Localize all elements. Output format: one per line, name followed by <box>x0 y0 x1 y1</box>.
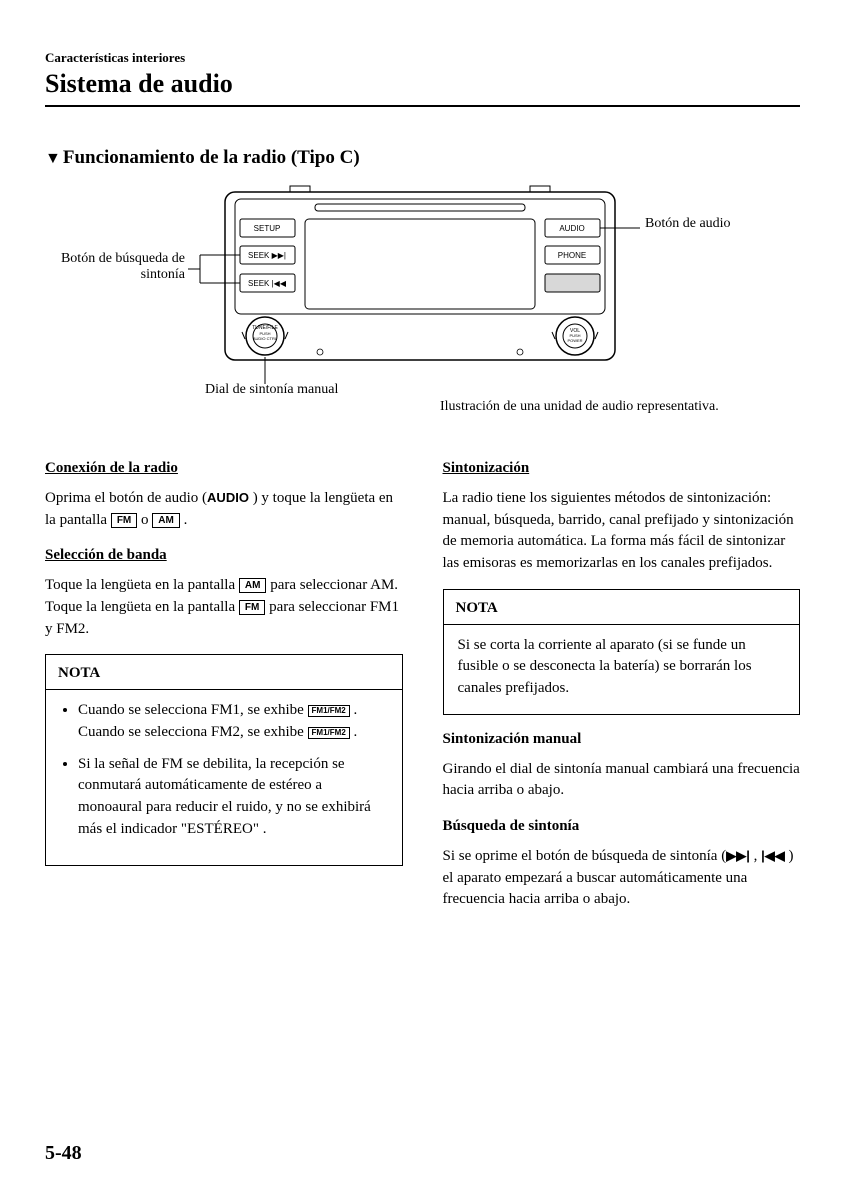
fm1fm2-chip: FM1/FM2 <box>308 705 350 717</box>
band-select-text: Toque la lengüeta en la pantalla AM para… <box>45 575 403 640</box>
nota-body-right: Si se corta la corriente al aparato (si … <box>444 625 800 714</box>
radio-illustration: SETUP SEEK ▶▶| SEEK |◀◀ AUDIO PHONE TUNE… <box>220 184 620 369</box>
manual-tuning-heading: Sintonización manual <box>443 729 801 751</box>
left-column: Conexión de la radio Oprima el botón de … <box>45 444 403 919</box>
nota-box-right: NOTA Si se corta la corriente al aparato… <box>443 589 801 715</box>
fm1fm2-chip-2: FM1/FM2 <box>308 727 350 739</box>
setup-btn-label: SETUP <box>254 224 281 233</box>
radio-power-heading: Conexión de la radio <box>45 458 403 480</box>
seek-callout: Botón de búsqueda de sintonía <box>45 251 185 283</box>
tuning-heading: Sintonización <box>443 458 801 480</box>
nota-title: NOTA <box>46 655 402 690</box>
am-chip: AM <box>152 513 180 528</box>
manual-tuning-text: Girando el dial de sintonía manual cambi… <box>443 759 801 803</box>
content-columns: Conexión de la radio Oprima el botón de … <box>45 444 800 919</box>
breadcrumb: Características interiores <box>45 50 800 66</box>
dial-callout: Dial de sintonía manual <box>205 382 338 398</box>
fm-chip-2: FM <box>239 600 265 615</box>
am-chip-2: AM <box>239 578 267 593</box>
radio-diagram: SETUP SEEK ▶▶| SEEK |◀◀ AUDIO PHONE TUNE… <box>45 184 800 434</box>
seek-back-icon: |◀◀ <box>761 848 785 863</box>
diagram-caption: Ilustración de una unidad de audio repre… <box>440 399 719 415</box>
seek-fwd-icon: ▶▶| <box>726 848 750 863</box>
fm-chip: FM <box>111 513 137 528</box>
nota-box-left: NOTA Cuando se selecciona FM1, se exhibe… <box>45 654 403 865</box>
page-number: 5-48 <box>45 1142 82 1165</box>
seek-fwd-label: SEEK ▶▶| <box>248 251 286 260</box>
band-select-heading: Selección de banda <box>45 545 403 567</box>
nota-item-1: Cuando se selecciona FM1, se exhibe FM1/… <box>78 700 388 744</box>
audio-btn-label: AUDIO <box>559 224 584 233</box>
radio-power-text: Oprima el botón de audio (AUDIO ) y toqu… <box>45 488 403 532</box>
audio-chip: AUDIO <box>207 490 249 505</box>
svg-text:POWER: POWER <box>567 338 582 343</box>
seek-back-label: SEEK |◀◀ <box>248 279 287 288</box>
nota-item-2: Si la señal de FM se debilita, la recepc… <box>78 754 388 841</box>
audio-callout: Botón de audio <box>645 216 731 232</box>
seek-tuning-heading: Búsqueda de sintonía <box>443 816 801 838</box>
seek-tuning-text: Si se oprime el botón de búsqueda de sin… <box>443 846 801 911</box>
right-column: Sintonización La radio tiene los siguien… <box>443 444 801 919</box>
section-heading: Funcionamiento de la radio (Tipo C) <box>45 147 800 169</box>
phone-btn-label: PHONE <box>558 251 586 260</box>
nota-title-right: NOTA <box>444 590 800 625</box>
page-title: Sistema de audio <box>45 69 800 107</box>
tuning-text: La radio tiene los siguientes métodos de… <box>443 488 801 575</box>
svg-text:AUDIO CTRL: AUDIO CTRL <box>253 336 278 341</box>
